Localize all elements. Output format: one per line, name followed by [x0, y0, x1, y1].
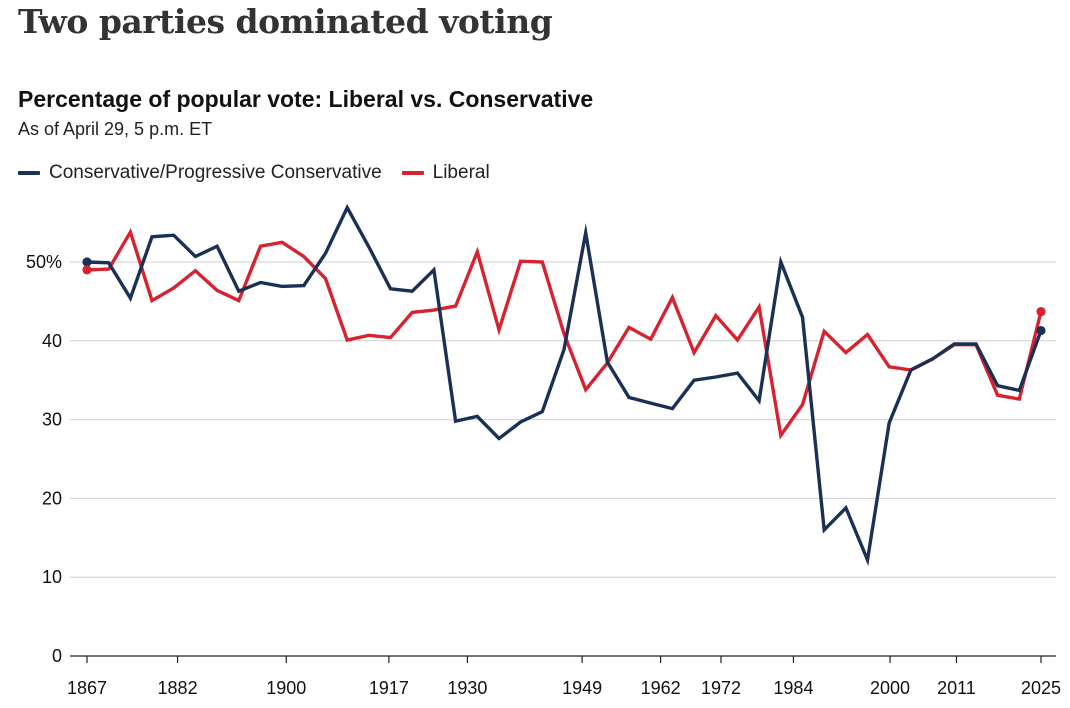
y-tick-label: 20	[42, 488, 62, 508]
x-tick-label: 1972	[701, 678, 741, 698]
chart-title: Percentage of popular vote: Liberal vs. …	[18, 86, 594, 112]
x-tick-label: 1984	[773, 678, 813, 698]
x-tick-label: 1962	[641, 678, 681, 698]
legend: Conservative/Progressive Conservative Li…	[18, 162, 510, 184]
legend-swatch-conservative	[18, 171, 40, 175]
series-line-liberal	[86, 227, 1043, 440]
y-tick-label: 10	[42, 567, 62, 587]
start-point-conservative	[82, 257, 92, 267]
chart-subtitle: As of April 29, 5 p.m. ET	[18, 119, 213, 139]
x-tick-label: 1867	[67, 678, 107, 698]
x-tick-label: 2025	[1021, 678, 1061, 698]
y-tick-label: 40	[42, 331, 62, 351]
y-tick-label: 0	[52, 646, 62, 666]
headline: Two parties dominated voting	[18, 2, 553, 41]
x-tick-label: 1900	[266, 678, 306, 698]
x-tick-label: 1949	[562, 678, 602, 698]
x-tick-label: 1917	[369, 678, 409, 698]
legend-label-conservative: Conservative/Progressive Conservative	[49, 162, 382, 183]
legend-item-liberal: Liberal	[401, 162, 490, 184]
end-point-liberal	[1036, 307, 1046, 317]
x-tick-label: 2000	[870, 678, 910, 698]
y-tick-label: 50%	[26, 252, 62, 272]
x-tick-label: 2011	[937, 678, 976, 698]
x-tick-label: 1930	[447, 678, 487, 698]
end-point-conservative	[1036, 325, 1046, 336]
y-tick-label: 30	[42, 410, 62, 430]
legend-item-conservative: Conservative/Progressive Conservative	[18, 162, 382, 184]
legend-label-liberal: Liberal	[432, 162, 490, 183]
series-line-conservative	[86, 203, 1043, 567]
x-tick-label: 1882	[158, 678, 198, 698]
legend-swatch-liberal	[401, 171, 424, 175]
start-point-liberal	[82, 265, 92, 275]
